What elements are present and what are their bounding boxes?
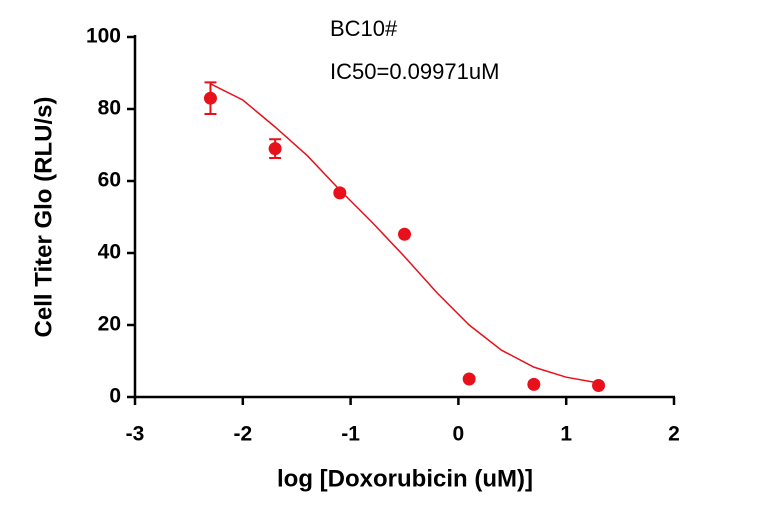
y-tick-label: 20 <box>98 313 121 336</box>
y-tick-label: 0 <box>109 385 121 408</box>
x-tick-label: 0 <box>453 423 465 446</box>
y-tick-label: 40 <box>98 241 121 264</box>
x-tick-label: 1 <box>560 423 572 446</box>
data-point <box>268 142 282 156</box>
y-tick-label: 80 <box>98 97 121 120</box>
y-tick-label: 100 <box>86 25 121 48</box>
fit-curve <box>210 83 599 384</box>
y-tick-label: 60 <box>98 169 121 192</box>
data-point <box>527 377 541 391</box>
data-point <box>462 372 476 386</box>
data-point <box>203 91 217 105</box>
x-tick-label: 2 <box>668 423 680 446</box>
annotation: IC50=0.09971uM <box>330 59 499 84</box>
data-point <box>592 378 606 392</box>
x-tick-label: -3 <box>126 423 145 446</box>
x-tick-label: -2 <box>233 423 252 446</box>
data-point <box>398 227 411 241</box>
x-axis-title: log [Doxorubicin (uM)] <box>277 465 533 492</box>
x-tick-label: -1 <box>341 423 360 446</box>
data-point <box>333 186 347 200</box>
annotation: BC10# <box>330 16 398 41</box>
y-axis-title: Cell Titer Glo (RLU/s) <box>30 97 57 338</box>
